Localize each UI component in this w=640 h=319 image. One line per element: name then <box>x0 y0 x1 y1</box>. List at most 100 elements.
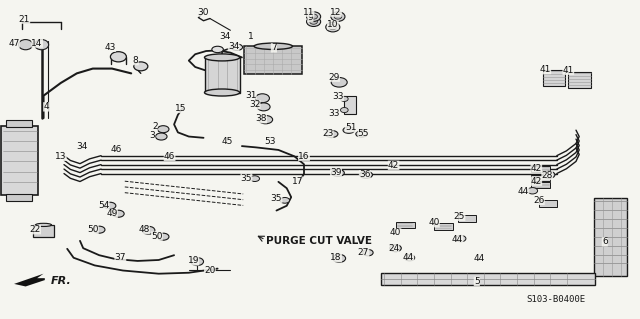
Ellipse shape <box>326 22 340 32</box>
Ellipse shape <box>307 12 321 21</box>
Text: 14: 14 <box>31 39 43 48</box>
Text: 5: 5 <box>474 277 479 286</box>
Text: 45: 45 <box>221 137 233 146</box>
Ellipse shape <box>191 258 204 265</box>
Text: 23: 23 <box>322 129 333 138</box>
Text: 55: 55 <box>358 130 369 138</box>
Text: 40: 40 <box>428 218 440 227</box>
Text: 27: 27 <box>358 248 369 257</box>
Ellipse shape <box>543 171 555 178</box>
Text: 12: 12 <box>330 8 342 17</box>
Bar <box>396 222 415 228</box>
Text: 6: 6 <box>602 237 607 246</box>
Bar <box>458 215 476 222</box>
Ellipse shape <box>231 44 243 50</box>
Bar <box>33 225 54 237</box>
Text: 35: 35 <box>271 194 282 203</box>
Text: 46: 46 <box>164 152 175 161</box>
Ellipse shape <box>343 127 355 133</box>
Text: 42: 42 <box>531 164 542 173</box>
Ellipse shape <box>356 131 367 137</box>
Ellipse shape <box>360 171 372 178</box>
Text: 44: 44 <box>403 253 414 262</box>
Text: 38: 38 <box>255 114 267 123</box>
Ellipse shape <box>340 108 348 113</box>
Text: 41: 41 <box>540 65 551 74</box>
Bar <box>594 198 627 276</box>
Text: 44: 44 <box>473 254 484 263</box>
Text: 33: 33 <box>332 92 344 101</box>
Ellipse shape <box>340 96 348 101</box>
Text: 43: 43 <box>104 43 116 52</box>
Ellipse shape <box>363 249 373 256</box>
Text: 21: 21 <box>19 15 30 24</box>
Polygon shape <box>14 274 45 286</box>
Ellipse shape <box>36 223 52 226</box>
Text: FR.: FR. <box>51 276 72 286</box>
Text: 19: 19 <box>188 256 199 265</box>
Ellipse shape <box>527 188 538 194</box>
Text: 50: 50 <box>151 232 163 241</box>
Text: 42: 42 <box>531 177 542 186</box>
Ellipse shape <box>250 176 260 182</box>
Ellipse shape <box>35 40 49 50</box>
Ellipse shape <box>331 12 345 21</box>
Ellipse shape <box>310 19 317 24</box>
Ellipse shape <box>156 133 167 140</box>
Bar <box>531 175 550 181</box>
Ellipse shape <box>205 54 239 61</box>
Ellipse shape <box>456 235 466 242</box>
Text: 9: 9 <box>308 13 313 22</box>
Text: 47: 47 <box>8 39 20 48</box>
Ellipse shape <box>157 126 169 133</box>
Text: 11: 11 <box>303 8 314 17</box>
Text: 17: 17 <box>292 177 303 186</box>
Text: 1: 1 <box>248 32 253 41</box>
Text: 48: 48 <box>138 225 150 234</box>
Text: 35: 35 <box>241 174 252 182</box>
Text: 34: 34 <box>76 142 88 151</box>
Text: 40: 40 <box>390 228 401 237</box>
Text: 41: 41 <box>563 66 574 75</box>
Text: 42: 42 <box>388 161 399 170</box>
Text: PURGE CUT VALVE: PURGE CUT VALVE <box>266 236 372 246</box>
Ellipse shape <box>310 14 317 19</box>
Text: 13: 13 <box>55 152 67 161</box>
Text: 16: 16 <box>298 152 310 161</box>
Ellipse shape <box>255 94 269 103</box>
Bar <box>6 194 32 201</box>
Text: 36: 36 <box>359 170 371 179</box>
Ellipse shape <box>334 14 342 19</box>
Ellipse shape <box>254 43 292 49</box>
Ellipse shape <box>390 245 401 252</box>
Text: 10: 10 <box>327 20 339 29</box>
Bar <box>344 96 356 114</box>
Ellipse shape <box>307 17 321 26</box>
Ellipse shape <box>110 52 127 62</box>
Text: 18: 18 <box>330 253 342 262</box>
Text: 8: 8 <box>133 56 138 65</box>
Text: 44: 44 <box>452 235 463 244</box>
Text: 44: 44 <box>518 187 529 196</box>
Ellipse shape <box>157 233 169 240</box>
Ellipse shape <box>104 202 116 209</box>
Text: 3: 3 <box>150 131 155 140</box>
Ellipse shape <box>257 103 270 111</box>
Text: 54: 54 <box>98 201 109 210</box>
Ellipse shape <box>404 255 415 261</box>
Text: 28: 28 <box>541 171 553 180</box>
Ellipse shape <box>329 25 337 30</box>
Bar <box>543 70 565 86</box>
Ellipse shape <box>113 210 124 217</box>
Ellipse shape <box>332 169 344 176</box>
Text: 34: 34 <box>228 42 239 51</box>
Text: 34: 34 <box>220 32 231 41</box>
Text: 49: 49 <box>106 209 118 218</box>
Bar <box>531 182 550 188</box>
Bar <box>434 223 453 230</box>
Ellipse shape <box>142 226 155 234</box>
Ellipse shape <box>93 226 105 233</box>
Ellipse shape <box>205 89 239 96</box>
Text: 53: 53 <box>264 137 276 146</box>
Bar <box>539 200 557 207</box>
